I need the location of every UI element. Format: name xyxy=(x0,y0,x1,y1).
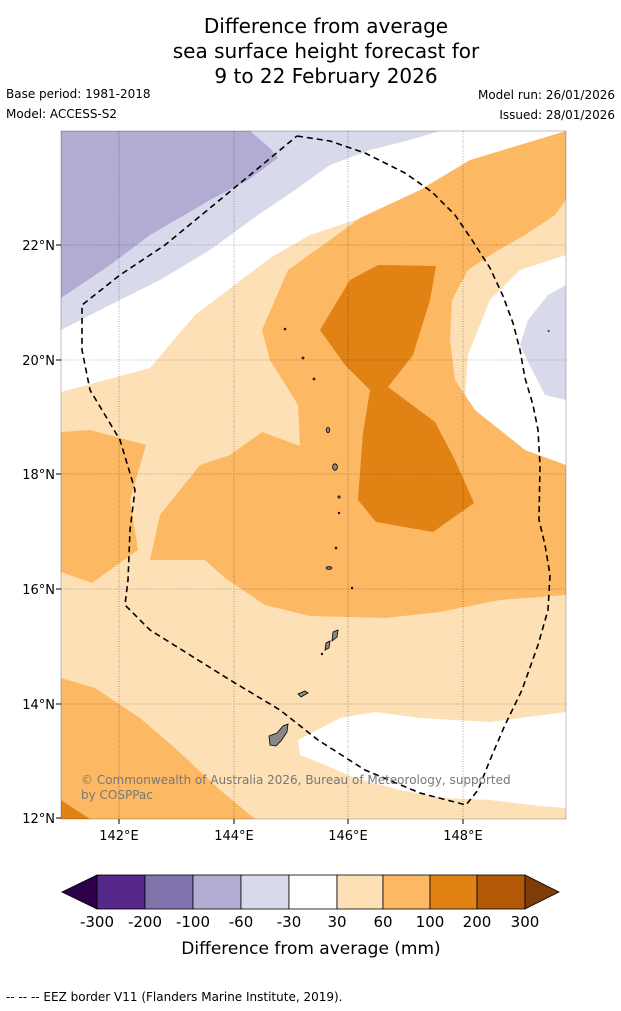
map-gridlines xyxy=(61,131,566,819)
island-tinian xyxy=(324,640,331,651)
island-farallon-de-medinilla xyxy=(350,586,354,590)
lon-label-142: 142°E xyxy=(99,829,139,844)
colorbar-tick-m100: -100 xyxy=(176,913,210,931)
island-pagan xyxy=(332,463,338,471)
island-sarigan xyxy=(334,546,338,550)
lon-label-144: 144°E xyxy=(214,829,254,844)
colorbar-tick-100: 100 xyxy=(416,913,445,931)
title-line-1: Difference from average xyxy=(203,14,449,38)
colorbar-tick-30: 30 xyxy=(327,913,346,931)
issued-date: Issued: 28/01/2026 xyxy=(499,108,615,122)
map-frame xyxy=(60,130,567,820)
colorbar-swatch-60-100 xyxy=(382,874,431,910)
lat-label-20: 20°N xyxy=(22,354,55,369)
colorbar-tick-200: 200 xyxy=(463,913,492,931)
island-saipan xyxy=(331,629,339,642)
contour-band-neutral-south xyxy=(298,712,566,808)
islands xyxy=(268,327,551,747)
contour-band-m100-m60 xyxy=(61,131,102,180)
colorbar-ticks: -300 -200 -100 -60 -30 30 60 100 200 300 xyxy=(80,913,539,931)
colorbar-tick-m300: -300 xyxy=(80,913,114,931)
colorbar-tick-m30: -30 xyxy=(277,913,302,931)
copyright-notice: © Commonwealth of Australia 2026, Bureau… xyxy=(81,773,511,802)
island-guguan xyxy=(337,511,341,515)
colorbar-tick-m60: -60 xyxy=(229,913,254,931)
copyright-line-2: by COSPPac xyxy=(81,788,153,802)
island-asuncion xyxy=(312,377,316,381)
colorbar-swatch-below-min xyxy=(61,874,98,910)
colorbar-swatch-m30-30 xyxy=(288,874,338,910)
contour-fill-group xyxy=(61,131,566,819)
contour-band-100-200-corner xyxy=(61,800,90,819)
model-run: Model run: 26/01/2026 xyxy=(477,88,615,102)
chart-title: Difference from average sea surface heig… xyxy=(0,14,621,89)
contour-band-m60-m30-east xyxy=(520,285,566,400)
eez-border xyxy=(81,135,551,806)
title-line-3: 9 to 22 February 2026 xyxy=(214,64,438,88)
island-farallon-de-pajaros xyxy=(283,327,287,331)
colorbar-tick-60: 60 xyxy=(373,913,392,931)
lon-label-148: 148°E xyxy=(443,829,483,844)
contour-band-60-100-southwest xyxy=(61,678,255,819)
model-name: Model: ACCESS-S2 xyxy=(6,107,118,121)
lat-label-12: 12°N xyxy=(22,812,55,827)
colorbar-swatch-m100-m60 xyxy=(192,874,242,910)
colorbar-tick-m200: -200 xyxy=(128,913,162,931)
contour-band-m100-m60-main xyxy=(61,131,278,298)
contour-band-100-200 xyxy=(320,265,474,532)
lon-labels: 142°E 144°E 146°E 148°E xyxy=(99,829,483,844)
colorbar-swatch-m60-m30 xyxy=(240,874,290,910)
island-rota xyxy=(297,690,309,698)
colorbar-swatch-m200-m100 xyxy=(144,874,194,910)
lat-label-22: 22°N xyxy=(22,239,55,254)
colorbar xyxy=(61,874,560,910)
colorbar-tick-300: 300 xyxy=(511,913,540,931)
lat-label-14: 14°N xyxy=(22,698,55,713)
island-agrihan xyxy=(325,426,331,433)
lat-labels: 22°N 20°N 18°N 16°N 14°N 12°N xyxy=(22,239,55,827)
colorbar-swatch-above-max xyxy=(524,874,560,910)
axis-ticks xyxy=(56,244,464,824)
colorbar-swatch-m300-m200 xyxy=(96,874,146,910)
island-maug xyxy=(301,356,305,360)
copyright-line-1: © Commonwealth of Australia 2026, Bureau… xyxy=(81,773,511,787)
island-guam xyxy=(268,723,289,747)
eez-legend-footer: -- -- -- EEZ border V11 (Flanders Marine… xyxy=(6,990,343,1004)
base-period: Base period: 1981-2018 xyxy=(6,87,151,101)
island-anatahan xyxy=(325,566,333,570)
colorbar-label: Difference from average (mm) xyxy=(181,939,440,959)
colorbar-swatch-100-200 xyxy=(429,874,478,910)
island-east-speck xyxy=(547,329,551,333)
lat-label-18: 18°N xyxy=(22,468,55,483)
lon-label-146: 146°E xyxy=(328,829,368,844)
colorbar-swatch-200-300 xyxy=(476,874,526,910)
island-aguijan xyxy=(320,652,324,656)
island-alamagan xyxy=(337,495,341,499)
lat-label-16: 16°N xyxy=(22,583,55,598)
colorbar-swatch-30-60 xyxy=(336,874,384,910)
contour-band-60-100-west xyxy=(61,430,146,583)
title-line-2: sea surface height forecast for xyxy=(172,39,480,63)
